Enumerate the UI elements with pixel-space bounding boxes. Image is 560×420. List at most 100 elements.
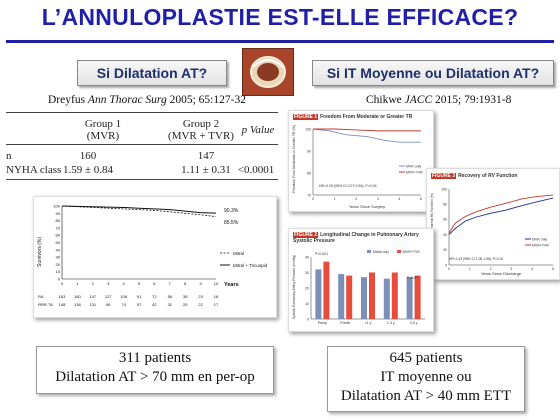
km-ytick-label: 10	[56, 269, 61, 274]
fig3-xtick-label: 1	[469, 267, 471, 271]
nyha-table: Group 1 (MVR) Group 2 (MVR + TVR) p Valu…	[6, 108, 278, 188]
km-nr-row1-cell: 147	[89, 294, 96, 299]
fig1-xtick-label: 0	[312, 197, 314, 201]
fig1-xlabel: Years Since Surgery	[349, 204, 385, 209]
ref-right-author: Chikwe	[366, 94, 402, 106]
fig1-ytick-label: 70	[307, 193, 311, 197]
km-nr-row2-cell: 42	[152, 302, 157, 307]
figure3-panel: FIGURE 3 Recovery of RV Function 100 80 60 4…	[426, 168, 560, 280]
fig3-ytick-label: 40	[443, 233, 447, 237]
fig3-ytick-label: 60	[443, 218, 447, 222]
fig2-ytick-label: 10	[305, 302, 309, 306]
ref-left-author: Dreyfus	[48, 94, 86, 106]
fig3-hr: HR=1.43 (95% CI 1.06-1.96), P=0.02	[449, 257, 503, 261]
fig3-ytick-label: 20	[443, 248, 447, 252]
km-ytick-label: 50	[56, 240, 61, 245]
km-ytick-label: 40	[56, 247, 61, 252]
annuloplasty-ring-image	[242, 48, 294, 96]
summary-right-line3: Dilatation AT > 40 mm ETT	[340, 388, 512, 404]
km-nr-row1-cell: 38	[183, 294, 188, 299]
fig2-title-row: FIGURE 2 Longitudinal Change in Pulmonary…	[293, 232, 427, 244]
slide-title: L’ANNULOPLASTIE EST-ELLE EFFICACE?	[41, 4, 519, 30]
km-line-mitral	[61, 205, 217, 217]
question-box-right: Si IT Moyenne ou Dilatation AT?	[312, 60, 554, 86]
summary-box-right: 645 patients IT moyenne ou Dilatation AT…	[327, 346, 525, 412]
fig1-ytick-label: 80	[307, 171, 311, 175]
km-ytick-label: 100	[53, 204, 60, 209]
table-header-group2: Group 2	[182, 118, 220, 130]
summary-right-line2: IT moyenne ou	[380, 369, 472, 385]
fig2-bar-mvr-tvr	[391, 272, 398, 319]
fig1-xtick-label: 3	[377, 197, 379, 201]
fig3-xtick-label: 2	[490, 267, 492, 271]
km-nr-row2-cell: 31	[168, 302, 173, 307]
fig1-title-row: FIGURE 1 Freedom From Moderate or Greater…	[293, 114, 412, 120]
km-ytick-label: 80	[56, 218, 61, 223]
fig1-xtick-label: 2	[355, 197, 357, 201]
fig3-tag: FIGURE 3	[431, 173, 457, 179]
fig1-xtick-label: 4	[398, 197, 400, 201]
km-nr-row2-cell: 148	[59, 302, 66, 307]
fig2-ytick-label: 20	[305, 286, 309, 290]
fig3-xlabel: Years Since Discharge	[481, 271, 522, 276]
km-xtick-label: 3	[107, 281, 110, 286]
km-xtick-label: 7	[169, 281, 172, 286]
fig2-p2: P=0.97	[407, 276, 418, 280]
km-number-at-risk: 163 160 147 127 106 91 72 56 38 23 16 148 138 131 98 74…	[59, 294, 219, 307]
figure2-panel: FIGURE 2 Longitudinal Change in Pulmonary…	[288, 228, 434, 332]
km-xtick-label: 9	[199, 281, 202, 286]
fig2-ylabel: Systolic Pulmonary Artery Pressure (mmHg…	[292, 255, 296, 320]
km-ytick-label: 70	[56, 225, 61, 230]
km-nr-label2: RRR-TA	[38, 302, 53, 307]
fig1-xtick-label: 5	[420, 197, 422, 201]
km-ytick-label: 20	[56, 262, 61, 267]
fig1-legend-a: MVR only	[406, 165, 421, 169]
fig3-ytick-label: 0	[445, 263, 447, 267]
km-ytick-label: 90	[56, 211, 61, 216]
fig2-bar-mvr-tvr	[369, 272, 375, 319]
km-nr-row1-cell: 16	[214, 294, 219, 299]
table-row2-g2: 1.11 ± 0.31	[181, 164, 231, 176]
km-nr-row1-cell: 72	[152, 294, 157, 299]
fig2-xtick-label: Preop	[318, 321, 327, 325]
km-nr-row1-cell: 91	[137, 294, 142, 299]
km-xtick-label: 2	[92, 281, 95, 286]
fig2-legend-b: MVR+TVR	[403, 250, 420, 254]
table-header-rule	[6, 144, 278, 145]
fig2-legend-a-swatch	[367, 250, 371, 253]
fig2-p1: P<0.001	[315, 252, 328, 256]
table-top-rule	[6, 112, 278, 113]
fig2-bar-mitral-only	[406, 277, 413, 319]
km-nr-row2-cell: 74	[121, 302, 126, 307]
table-row2-p: <0.0001	[237, 164, 275, 176]
reference-left: Dreyfus Ann Thorac Surg 2005; 65:127-32	[48, 94, 246, 106]
table-bottom-rule	[6, 179, 278, 180]
summary-left-line2: Dilatation AT > 70 mm en per-op	[55, 369, 255, 385]
km-ytick-label: 0	[58, 277, 61, 282]
fig1-ytick-label: 100	[305, 127, 311, 131]
fig3-axes: 100 80 60 40 20 00 1 2 3 4 5	[441, 187, 554, 271]
km-line-mitral-tricuspid	[61, 205, 217, 214]
km-nr-row2-cell: 138	[74, 302, 81, 307]
fig1-line-mvr-only	[312, 128, 421, 143]
ref-right-journal: JACC	[404, 94, 433, 106]
fig3-ytick-label: 80	[443, 203, 447, 207]
km-nr-row1-cell: 127	[105, 294, 112, 299]
km-xtick-label: 10	[214, 281, 219, 286]
fig2-ytick-label: 30	[305, 271, 309, 275]
fig2-ytick-label: 40	[305, 255, 309, 259]
fig3-xtick-label: 0	[448, 267, 450, 271]
fig3-line-mvr-tvr	[448, 194, 554, 234]
km-ytick-label: 30	[56, 255, 61, 260]
fig1-xtick-label: 1	[334, 197, 336, 201]
fig2-bars	[315, 261, 421, 319]
fig2-bar-mitral-only	[338, 274, 345, 319]
fig2-ytick-label: 0	[307, 317, 309, 321]
table-header-group1: Group 1	[84, 118, 122, 130]
fig3-title: Recovery of RV Function	[458, 173, 518, 179]
table-header-group1-sub: (MVR)	[86, 130, 120, 142]
km-nr-row2-cell: 57	[137, 302, 142, 307]
summary-box-left: 311 patients Dilatation AT > 70 mm en pe…	[36, 346, 274, 394]
fig3-ytick-label: 100	[441, 187, 447, 191]
